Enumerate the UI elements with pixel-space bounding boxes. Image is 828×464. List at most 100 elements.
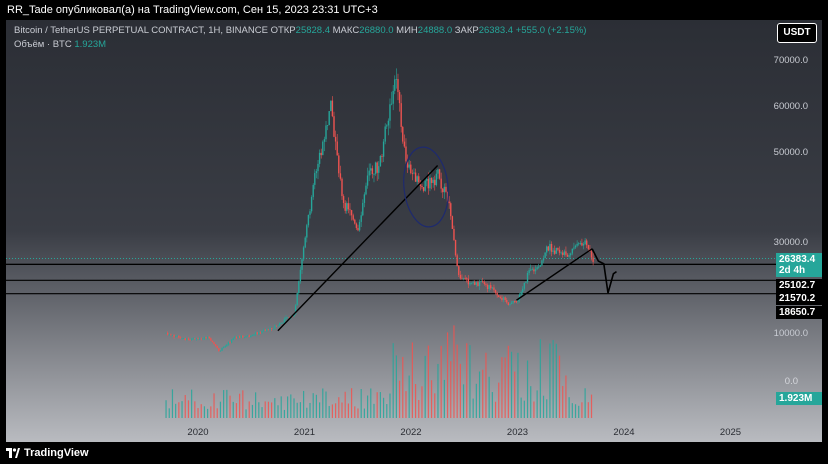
candle-body [512, 301, 514, 303]
candle-body [275, 325, 278, 327]
volume-bar [459, 363, 461, 418]
volume-bar [523, 400, 525, 418]
candle-body [526, 272, 529, 283]
volume-bar [251, 404, 254, 418]
candle-body [478, 282, 481, 286]
trendline [516, 248, 593, 301]
low-value: 24888.0 [417, 25, 453, 36]
candle-body [486, 284, 489, 290]
candle-body [502, 297, 505, 300]
candle-body [454, 240, 457, 256]
volume-bar [485, 352, 487, 418]
volume-bar [552, 339, 554, 418]
candle-body [552, 250, 554, 252]
volume-bar [587, 402, 589, 418]
candle-body [221, 347, 223, 351]
chart-area[interactable]: 70000.0 60000.0 50000.0 30000.0 10000.0 0.0 2… [6, 20, 822, 442]
candle-body [578, 243, 580, 245]
volume-bar [549, 343, 551, 418]
volume-bar [507, 345, 509, 418]
volume-bar [494, 401, 497, 418]
candle-body [491, 287, 494, 289]
volume-bar [475, 383, 477, 418]
volume-bar [334, 403, 337, 418]
candle-body [411, 172, 414, 174]
tradingview-logo-icon[interactable] [6, 448, 20, 458]
volume-bar [280, 396, 282, 418]
candle-body [206, 336, 209, 339]
volume-bar [584, 388, 586, 418]
candle-body [458, 266, 460, 275]
trendline [277, 165, 439, 332]
y-tick-label: 30000.0 [774, 237, 808, 248]
volume-bar [181, 401, 183, 418]
volume-bar [533, 401, 535, 418]
candle-body [456, 255, 458, 267]
volume-bar [242, 390, 244, 418]
candle-body [573, 247, 575, 249]
candle-body [237, 336, 239, 339]
volume-bar [229, 395, 231, 418]
volume-bar [498, 382, 500, 418]
level-layer [6, 257, 776, 295]
x-tick-label: 2021 [294, 427, 315, 438]
candle-body [267, 329, 270, 331]
candle-body [507, 302, 510, 306]
candle-body [306, 225, 308, 238]
candle-body [542, 258, 545, 261]
candle-body [371, 168, 374, 175]
volume-bar [530, 386, 532, 418]
candle-body [296, 293, 298, 306]
candle-body [333, 116, 335, 137]
volume-bar [255, 392, 257, 418]
candle-body [499, 296, 502, 298]
candle-body [202, 338, 204, 340]
candle-body [514, 301, 516, 302]
volume-bar [366, 395, 369, 418]
volume-bar [264, 401, 266, 418]
candle-body [566, 254, 569, 257]
volume-bar [578, 405, 580, 418]
candle-body [381, 155, 383, 157]
currency-button[interactable]: USDT [777, 23, 817, 43]
candle-body [557, 247, 559, 250]
volume-bar [472, 398, 474, 418]
volume-bar [440, 345, 442, 418]
candle-body [506, 300, 508, 303]
candle-body [429, 177, 431, 189]
volume-label[interactable]: Объём · BTC [14, 39, 72, 50]
open-label: ОТКР [270, 25, 296, 36]
volume-bar [546, 399, 548, 418]
projection-path [591, 248, 617, 294]
price-badge-level-3: 18650.7 [776, 306, 822, 319]
drawing-layer [277, 146, 617, 332]
candle-body [555, 247, 558, 254]
volume-bar [363, 408, 365, 418]
volume-bar [376, 392, 378, 418]
candle-body [558, 249, 561, 253]
candle-body [374, 162, 377, 174]
volume-bar [274, 398, 276, 418]
volume-bar [424, 355, 426, 418]
volume-bar [392, 343, 394, 418]
volume-bar [421, 386, 423, 418]
candle-body [477, 282, 479, 286]
volume-bar [446, 332, 449, 418]
tradingview-brand[interactable]: TradingView [24, 447, 89, 459]
candle-body [570, 253, 572, 256]
volume-bar [430, 380, 433, 418]
candle-body [379, 155, 382, 167]
candle-body [562, 252, 564, 255]
symbol-name[interactable]: Bitcoin / TetherUS PERPETUAL CONTRACT, 1… [14, 25, 268, 36]
candle-body [355, 223, 358, 228]
candle-body [358, 221, 361, 231]
volume-bar [347, 403, 349, 418]
candle-body [541, 260, 543, 266]
candle-body [437, 169, 439, 174]
candle-body [501, 297, 503, 300]
candle-body [347, 203, 350, 210]
volume-bar [187, 400, 190, 418]
candle-body [368, 170, 370, 176]
candle-body [482, 281, 484, 283]
